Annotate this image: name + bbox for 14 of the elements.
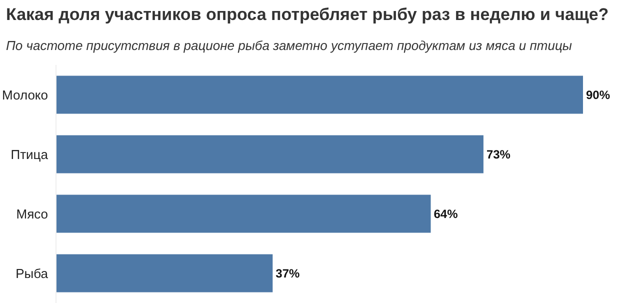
- chart-subtitle: По частоте присутствия в рационе рыба заметно уступает продуктам из мяса и птицы: [6, 38, 572, 53]
- data-label: 73%: [486, 147, 511, 162]
- chart-title: Какая доля участников опроса потребляет рыбу раз в неделю и чаще?: [6, 5, 609, 25]
- bar: [56, 254, 273, 292]
- y-tick-label: Птица: [10, 146, 49, 162]
- data-label: 90%: [586, 88, 610, 102]
- data-label: 37%: [276, 266, 300, 280]
- y-tick-label: Мясо: [16, 206, 48, 222]
- bar: [56, 135, 484, 174]
- y-tick-label: Рыба: [16, 266, 49, 281]
- bar: [56, 194, 431, 233]
- y-tick-label: Молоко: [2, 87, 48, 102]
- data-label: 64%: [434, 206, 458, 221]
- bar: [56, 76, 583, 114]
